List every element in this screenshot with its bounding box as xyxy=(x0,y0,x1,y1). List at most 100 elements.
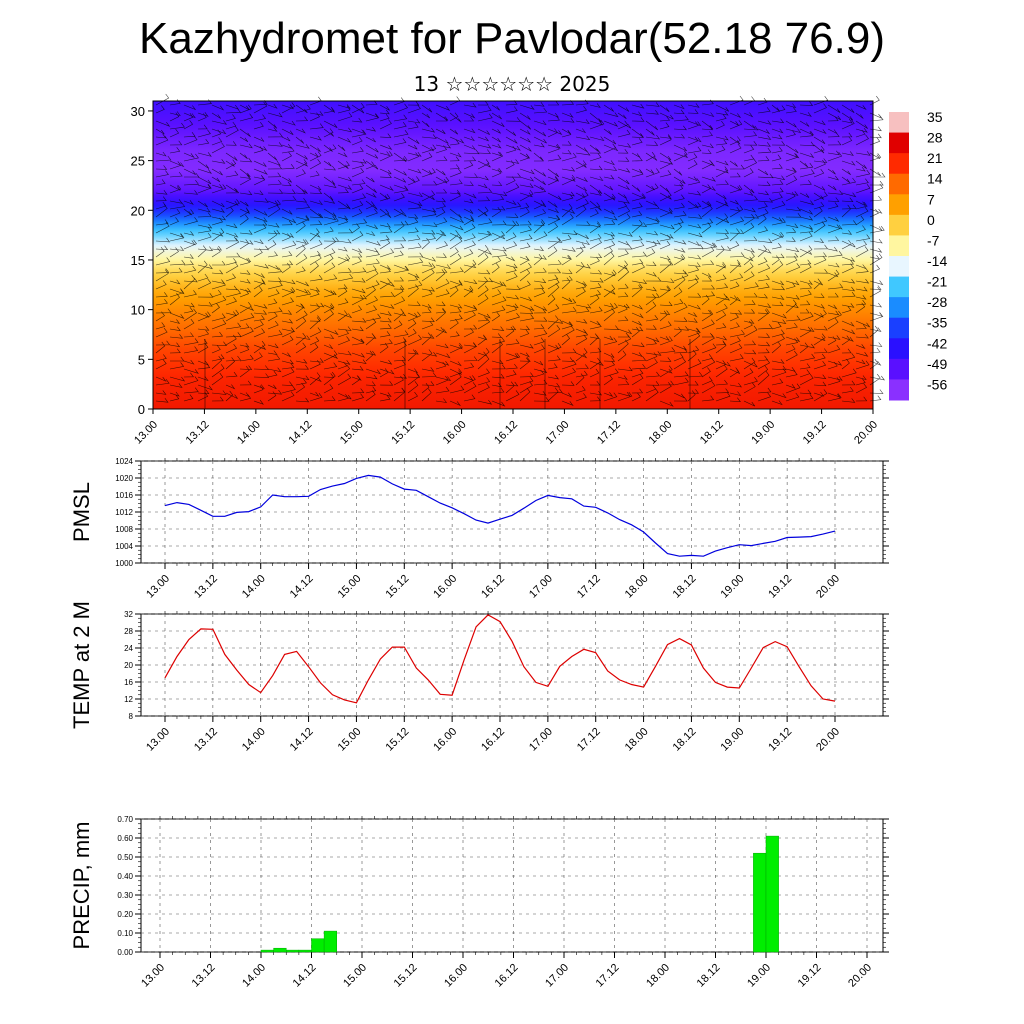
wind-barb xyxy=(743,214,760,219)
wind-barb xyxy=(659,347,676,354)
wind-barb xyxy=(169,246,185,251)
wind-barb xyxy=(757,168,769,176)
wind-barb xyxy=(687,136,699,146)
wind-barb xyxy=(799,248,813,255)
wind-barb xyxy=(253,328,266,338)
wind-barb xyxy=(701,381,716,394)
colorbar-swatch xyxy=(889,112,909,134)
wind-barb xyxy=(701,131,713,138)
wind-barb xyxy=(617,249,629,258)
wind-barb xyxy=(744,292,758,298)
wind-barb xyxy=(533,208,547,218)
wind-barb xyxy=(603,357,616,362)
wind-barb xyxy=(715,245,725,258)
wind-barb xyxy=(183,318,195,330)
wind-barb xyxy=(225,273,236,282)
wind-barb xyxy=(267,199,281,210)
wind-barb xyxy=(281,104,295,110)
wind-barb xyxy=(197,302,213,307)
wind-barb xyxy=(757,282,770,290)
wind-barb xyxy=(659,152,672,161)
wind-barb xyxy=(617,199,630,204)
wind-barb xyxy=(169,122,185,130)
wind-barb xyxy=(239,128,251,138)
wind-barb xyxy=(519,376,534,386)
wind-barb xyxy=(841,177,857,186)
wind-barb xyxy=(729,229,745,234)
wind-barb xyxy=(799,373,814,386)
wind-barb xyxy=(477,106,492,114)
wind-barb xyxy=(519,262,532,274)
wind-barb xyxy=(253,286,263,298)
wind-barb xyxy=(813,244,829,250)
wind-barb xyxy=(281,220,293,226)
wind-barb xyxy=(477,368,490,378)
wind-barb xyxy=(421,289,433,298)
wind-barb xyxy=(393,266,410,274)
wind-barb xyxy=(841,119,855,130)
wind-barb xyxy=(351,352,366,358)
wind-barb xyxy=(645,152,658,161)
wind-barb xyxy=(589,290,602,298)
wind-barb xyxy=(589,176,604,182)
wind-barb xyxy=(393,375,404,386)
wind-barb xyxy=(855,178,869,186)
wind-barb xyxy=(575,393,587,402)
wind-barb xyxy=(351,375,361,386)
wind-barb xyxy=(225,108,241,114)
wind-barb xyxy=(435,202,446,210)
wind-barb xyxy=(603,128,612,135)
wind-barb xyxy=(715,166,729,178)
wind-barb xyxy=(575,352,588,359)
wind-barb xyxy=(183,112,196,119)
wind-barb xyxy=(365,390,376,402)
wind-barb xyxy=(477,149,491,154)
wind-barb xyxy=(603,284,616,298)
wind-barb xyxy=(491,220,507,226)
wind-barb xyxy=(239,289,250,298)
wind-barb xyxy=(617,168,631,173)
wind-barb xyxy=(673,150,688,162)
wind-barb xyxy=(267,307,283,314)
wind-barb xyxy=(533,120,547,126)
wind-barb xyxy=(183,168,196,175)
wind-barb xyxy=(225,311,238,317)
wind-barb xyxy=(785,338,799,346)
wind-barb xyxy=(365,333,376,346)
wind-barb xyxy=(869,153,882,162)
wind-barb xyxy=(211,137,223,146)
wind-barb xyxy=(841,112,854,121)
wind-barb xyxy=(281,143,293,149)
wind-barb xyxy=(407,272,420,279)
wind-barb xyxy=(323,128,335,137)
wind-barb xyxy=(729,329,745,338)
wind-barb xyxy=(365,381,376,386)
wind-barb xyxy=(575,135,591,141)
wind-barb xyxy=(379,342,389,354)
wind-barb xyxy=(645,388,659,402)
wind-barb xyxy=(589,222,601,228)
wind-barb xyxy=(645,351,662,356)
wind-barb xyxy=(687,371,703,378)
wind-barb xyxy=(197,278,212,290)
wind-barb xyxy=(631,219,643,234)
wind-barb xyxy=(743,262,754,274)
wind-barb xyxy=(407,311,421,322)
wind-barb xyxy=(771,104,781,112)
wind-barb xyxy=(645,272,658,277)
wind-barb xyxy=(379,235,390,242)
wind-barb xyxy=(715,213,729,226)
wind-barb xyxy=(323,304,335,310)
wind-barb xyxy=(827,168,836,175)
wind-barb xyxy=(183,104,197,111)
wind-barb xyxy=(715,199,728,210)
wind-barb xyxy=(505,176,516,186)
wind-barb xyxy=(715,303,728,314)
wind-barb xyxy=(785,128,802,133)
wind-barb xyxy=(617,328,633,335)
wind-barb xyxy=(407,284,419,298)
wind-barb xyxy=(771,193,783,202)
wind-barb xyxy=(463,181,474,186)
wind-barb xyxy=(617,202,628,210)
wind-barb xyxy=(169,259,186,266)
